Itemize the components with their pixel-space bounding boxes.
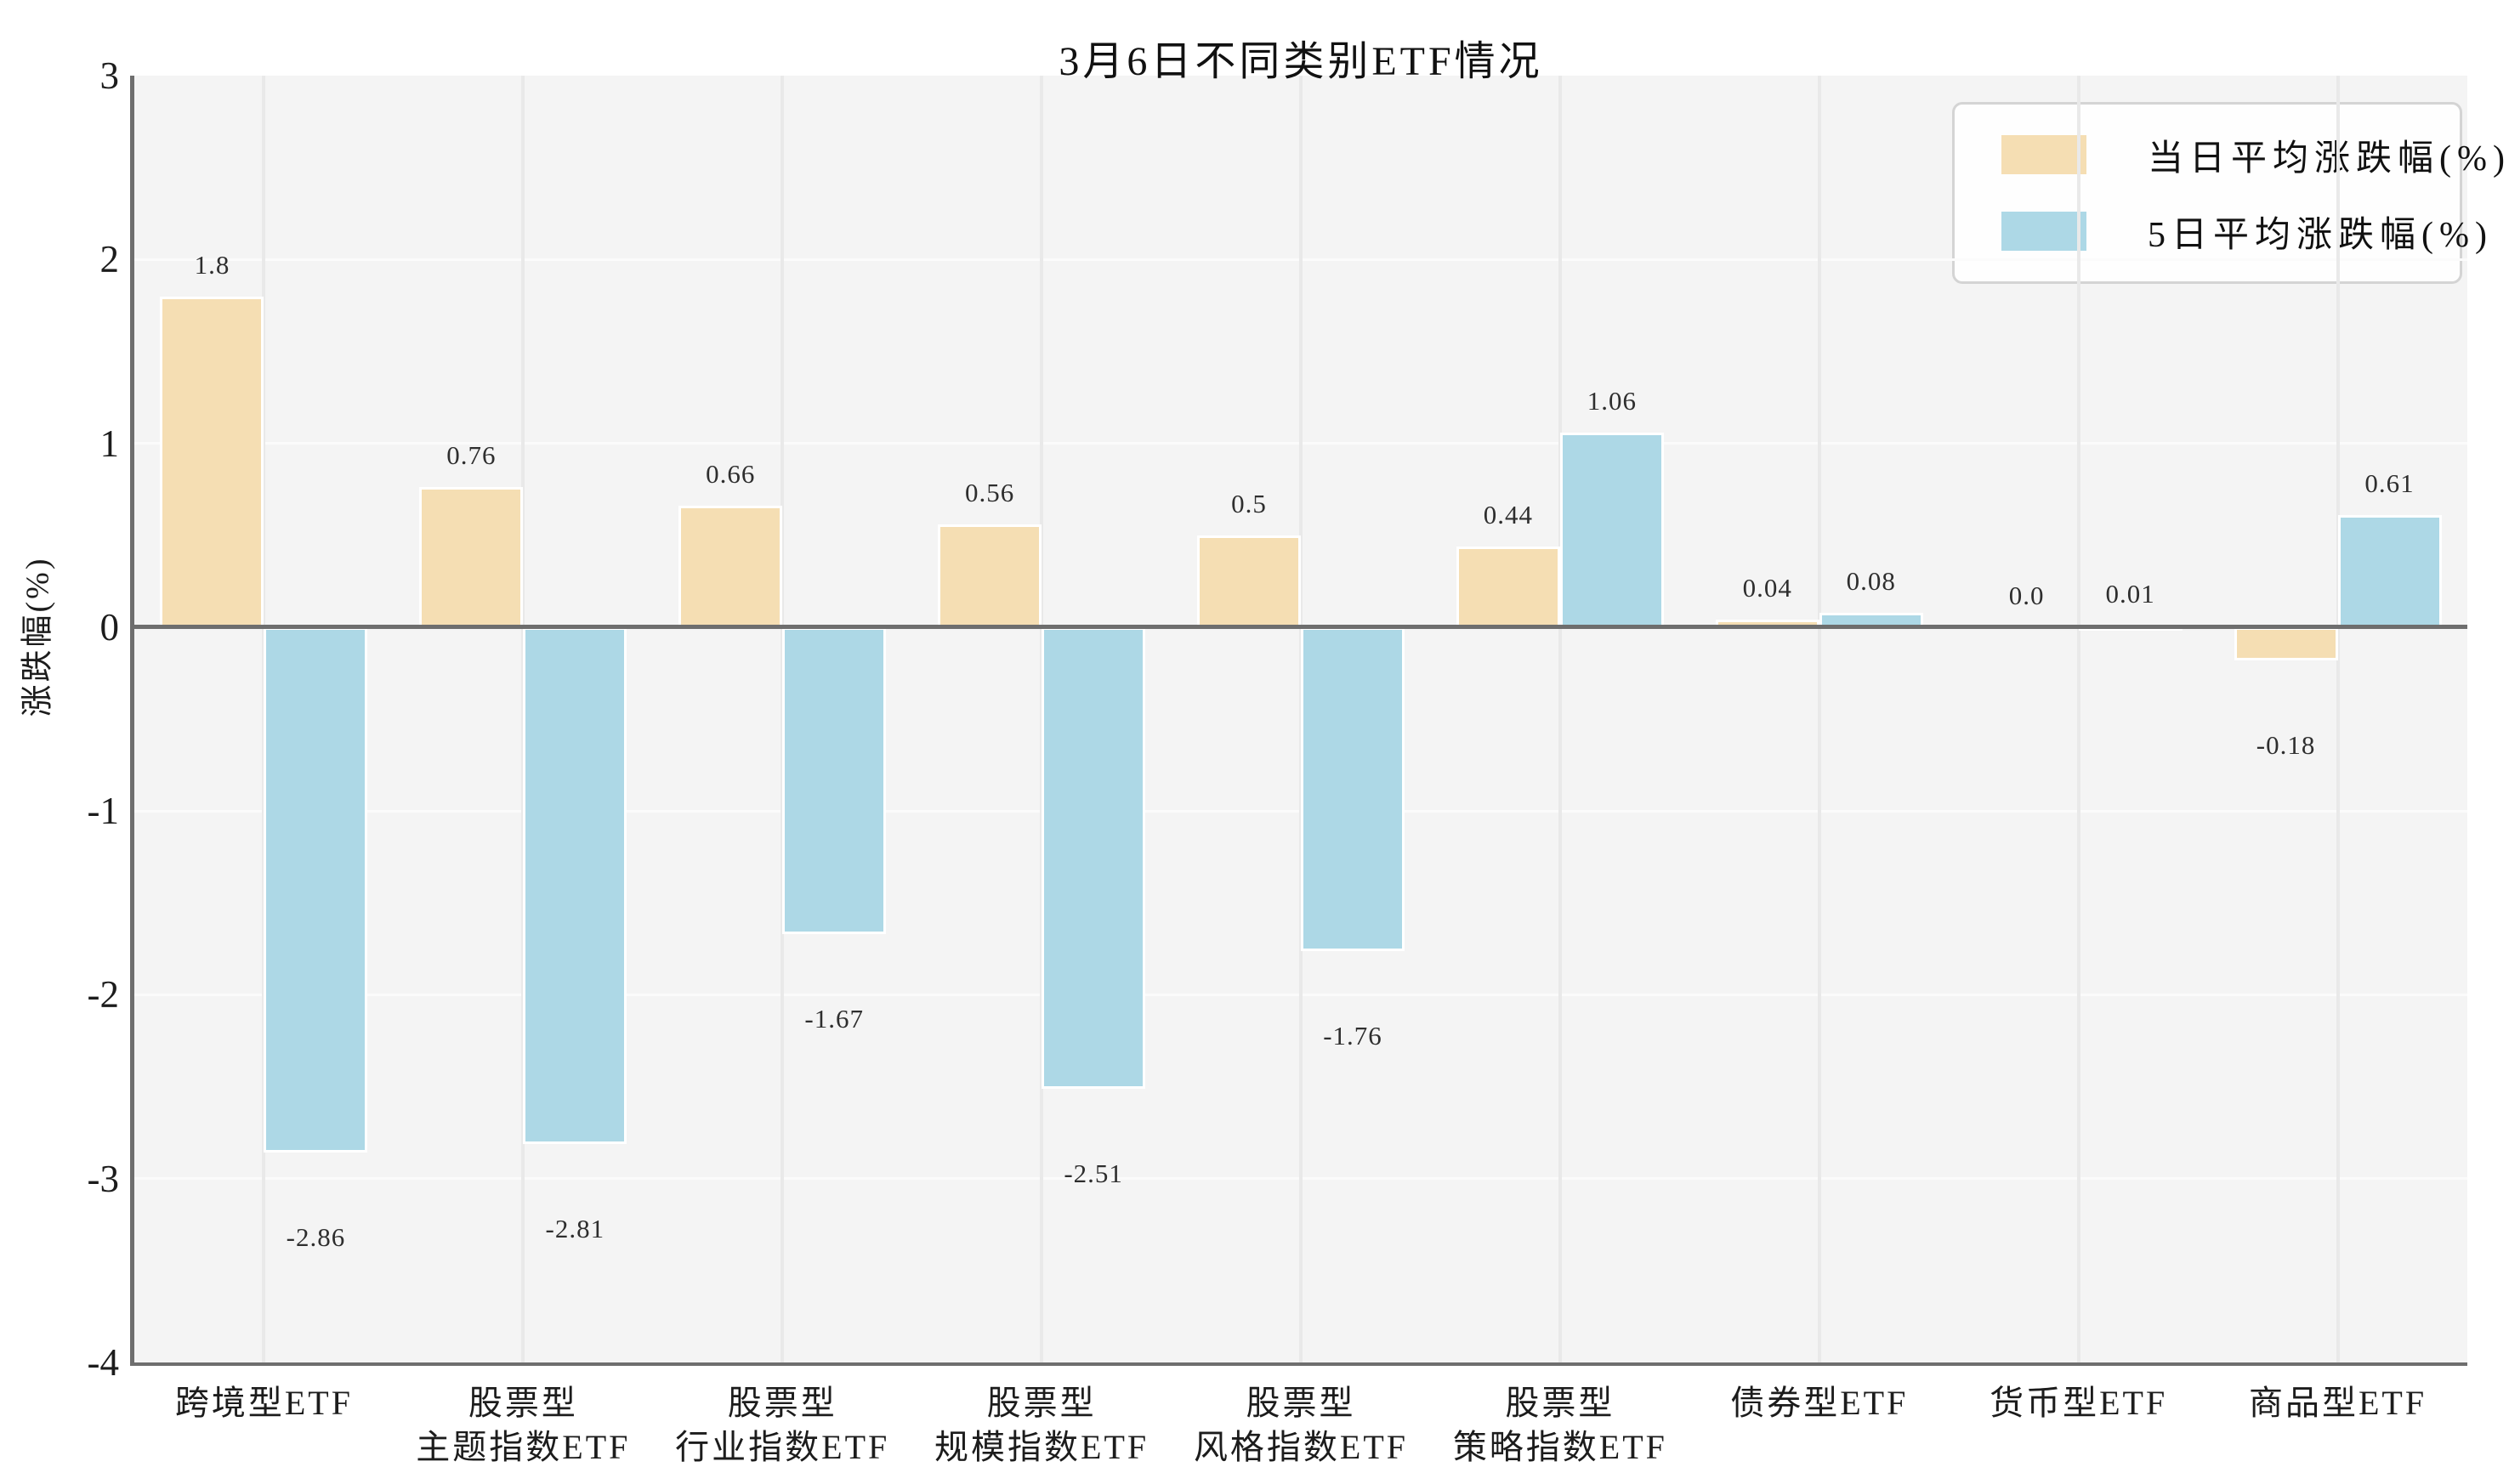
value-label: 0.5 bbox=[1231, 488, 1267, 518]
bar-5day-change bbox=[782, 626, 887, 935]
y-tick-label: 0 bbox=[99, 605, 120, 649]
y-tick-label: -1 bbox=[87, 790, 120, 833]
bar-5day-change bbox=[1042, 626, 1146, 1089]
x-tick-label-line: 商品型ETF bbox=[2248, 1384, 2427, 1422]
value-label: 0.76 bbox=[446, 440, 497, 471]
y-tick-label: -4 bbox=[87, 1341, 120, 1384]
value-label: -2.86 bbox=[286, 1222, 346, 1253]
x-tick-label-line: 策略指数ETF bbox=[1452, 1428, 1667, 1466]
bar-5day-change bbox=[264, 626, 368, 1153]
bar-5day-change bbox=[1301, 626, 1405, 951]
bar-daily-change bbox=[1456, 546, 1560, 627]
x-tick-label: 股票型策略指数ETF bbox=[1453, 1381, 1667, 1470]
value-label: 0.01 bbox=[2105, 578, 2155, 609]
y-axis-spine bbox=[130, 76, 134, 1366]
x-tick-label-line: 股票型 bbox=[986, 1384, 1097, 1422]
x-tick-label-line: 规模指数ETF bbox=[934, 1428, 1149, 1466]
x-tick-label: 货币型ETF bbox=[1990, 1381, 2167, 1425]
bar-daily-change bbox=[160, 296, 264, 627]
x-tick-label-line: 债券型ETF bbox=[1730, 1384, 1909, 1422]
zero-line bbox=[134, 625, 2467, 630]
value-label: 1.06 bbox=[1587, 385, 1637, 416]
value-label: 1.8 bbox=[194, 249, 230, 280]
value-label: 0.04 bbox=[1742, 573, 1792, 603]
bar-5day-change bbox=[523, 626, 627, 1144]
x-axis-spine bbox=[130, 1362, 2467, 1366]
bar-daily-change bbox=[938, 524, 1042, 627]
gridline-vertical bbox=[2076, 76, 2080, 1362]
x-tick-label: 跨境型ETF bbox=[175, 1381, 353, 1425]
gridline-vertical bbox=[1817, 76, 1821, 1362]
x-tick-label-line: 风格指数ETF bbox=[1193, 1428, 1409, 1466]
value-label: -1.76 bbox=[1323, 1020, 1382, 1051]
y-tick-label: 2 bbox=[99, 238, 120, 281]
bar-daily-change bbox=[1197, 535, 1301, 627]
x-tick-label: 股票型主题指数ETF bbox=[416, 1381, 630, 1470]
bar-5day-change bbox=[1559, 432, 1664, 627]
x-tick-label: 股票型规模指数ETF bbox=[934, 1381, 1149, 1470]
value-label: 0.61 bbox=[2364, 467, 2415, 498]
legend-row: 当日平均涨跌幅(%) bbox=[1955, 129, 2505, 181]
value-label: 0.08 bbox=[1846, 565, 1896, 596]
x-tick-label-line: 跨境型ETF bbox=[174, 1384, 353, 1422]
legend: 当日平均涨跌幅(%) 5日平均涨跌幅(%) bbox=[1952, 102, 2505, 284]
y-tick-label: 3 bbox=[99, 54, 120, 97]
x-tick-label-line: 股票型 bbox=[1246, 1384, 1356, 1422]
bar-5day-change bbox=[2337, 514, 2442, 627]
x-tick-label-line: 股票型 bbox=[1505, 1384, 1615, 1422]
y-axis-label: 涨跌幅(%) bbox=[20, 556, 56, 717]
bar-daily-change bbox=[2234, 626, 2338, 660]
y-tick-label: -2 bbox=[87, 973, 120, 1017]
value-label: 0.0 bbox=[2008, 580, 2045, 610]
value-label: -2.81 bbox=[545, 1213, 605, 1243]
value-label: -0.18 bbox=[2256, 729, 2316, 760]
value-label: 0.66 bbox=[706, 459, 756, 490]
value-label: 0.56 bbox=[964, 477, 1015, 507]
x-tick-label: 股票型行业指数ETF bbox=[675, 1381, 889, 1470]
x-tick-label: 商品型ETF bbox=[2249, 1381, 2427, 1425]
legend-label-5day: 5日平均涨跌幅(%) bbox=[2148, 215, 2493, 255]
x-tick-label: 股票型风格指数ETF bbox=[1194, 1381, 1408, 1470]
x-tick-label-line: 货币型ETF bbox=[1990, 1384, 2168, 1422]
legend-swatch-daily bbox=[2001, 135, 2086, 174]
legend-label-daily: 当日平均涨跌幅(%) bbox=[2148, 139, 2509, 178]
legend-row: 5日平均涨跌幅(%) bbox=[1955, 206, 2487, 258]
x-tick-label-line: 主题指数ETF bbox=[416, 1428, 631, 1466]
y-tick-label: -3 bbox=[87, 1157, 120, 1200]
x-tick-label-line: 股票型 bbox=[468, 1384, 578, 1422]
y-tick-label: 1 bbox=[99, 422, 120, 465]
value-label: 0.44 bbox=[1483, 499, 1533, 530]
legend-swatch-5day bbox=[2001, 212, 2086, 251]
chart-title: 3月6日不同类别ETF情况 bbox=[1059, 39, 1543, 84]
gridline-vertical bbox=[1558, 76, 1562, 1362]
x-tick-label: 债券型ETF bbox=[1730, 1381, 1908, 1425]
gridline-vertical bbox=[2336, 76, 2340, 1362]
bar-daily-change bbox=[419, 487, 524, 627]
value-label: -2.51 bbox=[1064, 1158, 1123, 1188]
x-tick-label-line: 股票型 bbox=[727, 1384, 837, 1422]
bar-daily-change bbox=[678, 506, 783, 627]
x-tick-label-line: 行业指数ETF bbox=[675, 1428, 890, 1466]
value-label: -1.67 bbox=[804, 1004, 865, 1034]
